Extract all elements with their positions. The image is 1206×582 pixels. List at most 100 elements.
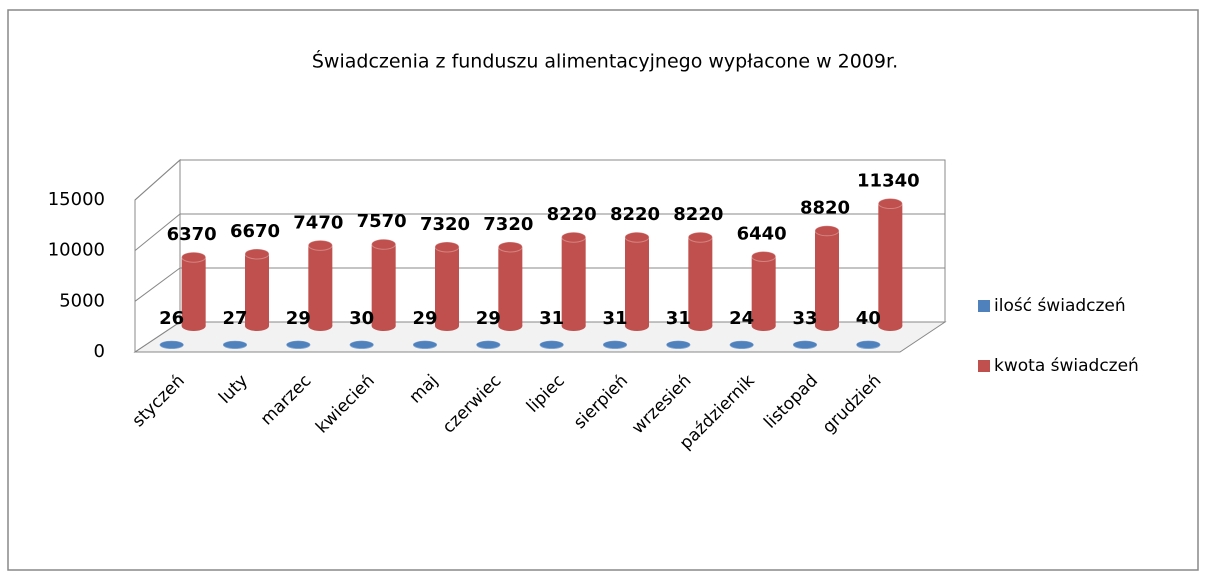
bar-top bbox=[666, 341, 690, 349]
bar bbox=[603, 341, 627, 349]
bar bbox=[730, 341, 754, 349]
bar-base bbox=[688, 321, 712, 331]
bar bbox=[476, 341, 500, 349]
bar bbox=[752, 251, 776, 331]
bar-body bbox=[372, 244, 396, 326]
bar-top bbox=[562, 232, 586, 242]
bar-top bbox=[498, 242, 522, 252]
bar bbox=[625, 232, 649, 331]
data-label: 30 bbox=[349, 308, 374, 329]
y-tick-label: 5000 bbox=[59, 290, 105, 311]
bar bbox=[498, 242, 522, 331]
bar bbox=[286, 341, 310, 349]
bar-top bbox=[752, 251, 776, 261]
bar-body bbox=[815, 231, 839, 326]
bar-body bbox=[245, 254, 269, 326]
bar-top bbox=[223, 341, 247, 349]
bar bbox=[540, 341, 564, 349]
bar-body bbox=[688, 237, 712, 326]
bar-top bbox=[308, 240, 332, 250]
data-label: 8220 bbox=[547, 204, 597, 225]
bar bbox=[223, 341, 247, 349]
bar-base bbox=[308, 321, 332, 331]
bar-body bbox=[182, 257, 206, 326]
bar bbox=[856, 341, 880, 349]
data-label: 31 bbox=[539, 308, 564, 329]
y-tick-label: 15000 bbox=[48, 189, 105, 210]
bar-base bbox=[625, 321, 649, 331]
bar bbox=[245, 249, 269, 331]
bar-base bbox=[878, 321, 902, 331]
data-label: 7570 bbox=[357, 211, 407, 232]
bar bbox=[435, 242, 459, 331]
data-label: 31 bbox=[602, 308, 627, 329]
bar-top bbox=[372, 239, 396, 249]
data-label: 29 bbox=[476, 308, 501, 329]
bar-top bbox=[793, 341, 817, 349]
bar-base bbox=[562, 321, 586, 331]
bar-top bbox=[435, 242, 459, 252]
legend-swatch bbox=[978, 300, 990, 312]
data-label: 26 bbox=[159, 308, 184, 329]
bar-base bbox=[245, 321, 269, 331]
bar bbox=[308, 240, 332, 331]
y-tick-label: 0 bbox=[94, 341, 105, 362]
data-label: 31 bbox=[666, 308, 691, 329]
bar-top bbox=[476, 341, 500, 349]
data-label: 6670 bbox=[230, 221, 280, 242]
data-label: 29 bbox=[412, 308, 437, 329]
bar-top bbox=[688, 232, 712, 242]
bar-top bbox=[625, 232, 649, 242]
bar-base bbox=[752, 321, 776, 331]
bar-top bbox=[413, 341, 437, 349]
bar-base bbox=[372, 321, 396, 331]
data-label: 7470 bbox=[293, 212, 343, 233]
data-label: 11340 bbox=[857, 171, 920, 192]
bar bbox=[160, 341, 184, 349]
data-label: 27 bbox=[222, 308, 247, 329]
data-label: 6440 bbox=[737, 223, 787, 244]
bar-top bbox=[350, 341, 374, 349]
bar bbox=[182, 252, 206, 331]
bar bbox=[793, 341, 817, 349]
data-label: 7320 bbox=[420, 214, 470, 235]
bar-base bbox=[182, 321, 206, 331]
bar-top bbox=[540, 341, 564, 349]
bar-body bbox=[752, 256, 776, 326]
bar bbox=[878, 199, 902, 331]
data-label: 6370 bbox=[167, 224, 217, 245]
bar bbox=[350, 341, 374, 349]
data-label: 7320 bbox=[483, 214, 533, 235]
bar-body bbox=[308, 245, 332, 326]
data-label: 24 bbox=[729, 308, 754, 329]
bar bbox=[666, 341, 690, 349]
bar-body bbox=[878, 204, 902, 326]
bar-body bbox=[498, 247, 522, 326]
data-label: 33 bbox=[792, 308, 817, 329]
data-label: 29 bbox=[286, 308, 311, 329]
bar-top bbox=[603, 341, 627, 349]
bar-top bbox=[878, 199, 902, 209]
bar-base bbox=[498, 321, 522, 331]
data-label: 40 bbox=[856, 308, 881, 329]
bar-top bbox=[160, 341, 184, 349]
legend-label: ilość świadczeń bbox=[994, 296, 1126, 316]
bar-top bbox=[245, 249, 269, 259]
bar bbox=[815, 226, 839, 331]
chart-title: Świadczenia z funduszu alimentacyjnego w… bbox=[312, 49, 898, 73]
bar-top bbox=[856, 341, 880, 349]
bar bbox=[413, 341, 437, 349]
bar-base bbox=[815, 321, 839, 331]
data-label: 8820 bbox=[800, 198, 850, 219]
y-tick-label: 10000 bbox=[48, 240, 105, 261]
data-label: 8220 bbox=[610, 204, 660, 225]
bar-top bbox=[815, 226, 839, 236]
bar bbox=[562, 232, 586, 331]
data-label: 8220 bbox=[673, 204, 723, 225]
bar-body bbox=[435, 247, 459, 326]
bar-body bbox=[625, 237, 649, 326]
legend-label: kwota świadczeń bbox=[994, 356, 1139, 376]
bar-base bbox=[435, 321, 459, 331]
bar-top bbox=[286, 341, 310, 349]
